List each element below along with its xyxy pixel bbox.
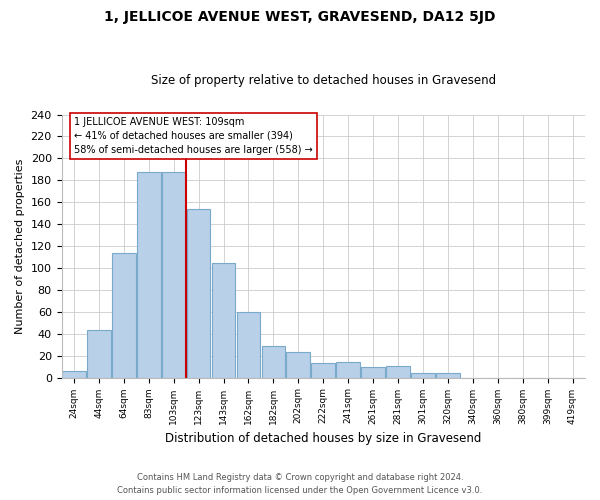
Y-axis label: Number of detached properties: Number of detached properties [15,158,25,334]
Text: Contains HM Land Registry data © Crown copyright and database right 2024.
Contai: Contains HM Land Registry data © Crown c… [118,474,482,495]
Bar [137,172,161,378]
Text: 1 JELLICOE AVENUE WEST: 109sqm
← 41% of detached houses are smaller (394)
58% of: 1 JELLICOE AVENUE WEST: 109sqm ← 41% of … [74,116,313,154]
Bar [436,373,460,378]
Bar [337,362,360,378]
Bar [112,252,136,378]
Bar [311,364,335,378]
Bar [361,366,385,378]
Title: Size of property relative to detached houses in Gravesend: Size of property relative to detached ho… [151,74,496,87]
Bar [411,373,435,378]
Bar [236,312,260,378]
Bar [262,346,285,378]
Bar [62,371,86,378]
Bar [187,209,211,378]
Bar [386,366,410,378]
Bar [286,352,310,378]
Bar [162,172,185,378]
Bar [87,330,111,378]
Text: 1, JELLICOE AVENUE WEST, GRAVESEND, DA12 5JD: 1, JELLICOE AVENUE WEST, GRAVESEND, DA12… [104,10,496,24]
Bar [212,262,235,378]
X-axis label: Distribution of detached houses by size in Gravesend: Distribution of detached houses by size … [165,432,481,445]
